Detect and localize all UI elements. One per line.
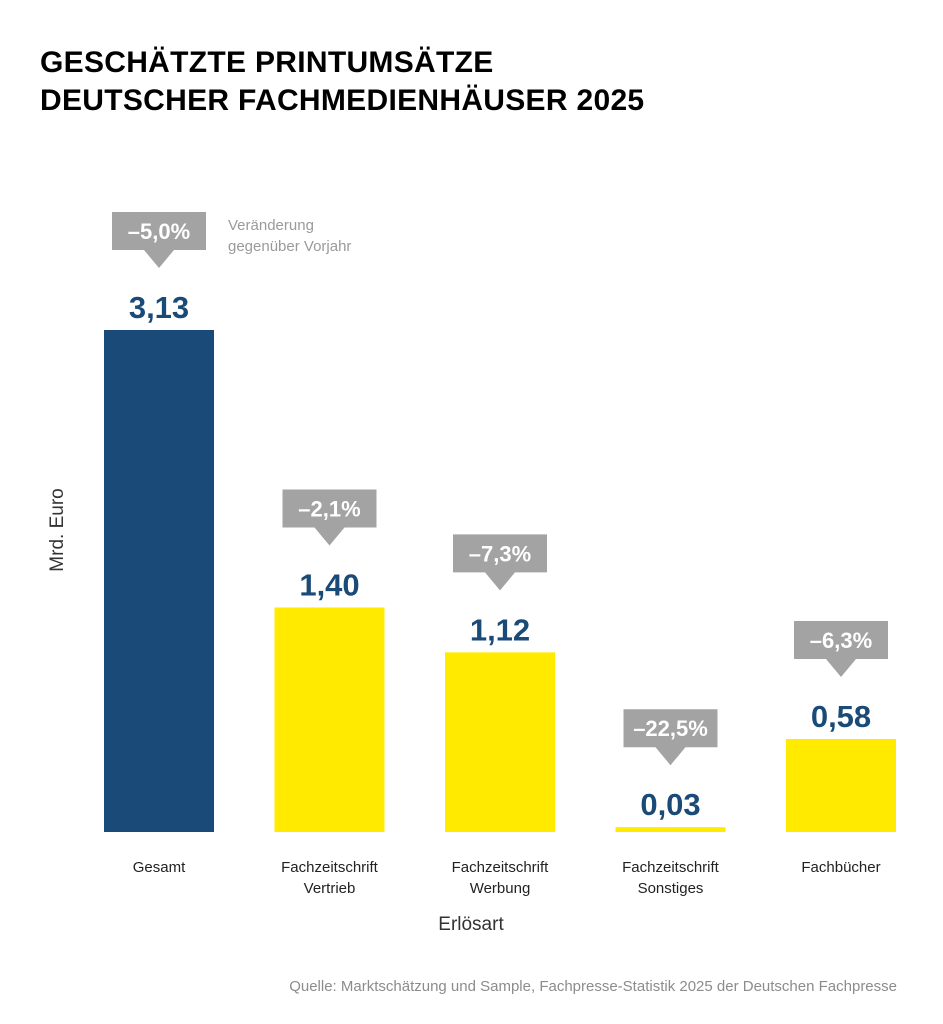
value-label-2: 1,40: [299, 567, 359, 602]
value-label-1: 3,13: [129, 290, 189, 325]
category-label-2-line-2: Vertrieb: [304, 880, 356, 897]
change-legend-note: Veränderung gegenüber Vorjahr: [228, 217, 351, 255]
chart-title-line-2: DEUTSCHER FACHMEDIENHÄUSER 2025: [40, 84, 645, 117]
bar-1: [104, 330, 214, 832]
change-badge-5: [794, 620, 888, 677]
category-label-3-line-2: Werbung: [470, 880, 531, 897]
change-badge-4: [623, 709, 718, 766]
legend-note-line-2: gegenüber Vorjahr: [228, 238, 351, 255]
value-label-5: 0,58: [811, 699, 871, 734]
bar-3: [445, 652, 555, 832]
category-label-5-line-1: Fachbücher: [801, 859, 880, 876]
bar-4: [615, 827, 726, 832]
category-label-4-line-1: Fachzeitschrift: [622, 859, 720, 876]
bar-2: [274, 607, 385, 832]
change-label-2: –2,1%: [298, 496, 360, 521]
value-label-3: 1,12: [470, 612, 530, 647]
change-label-1: –5,0%: [128, 219, 190, 244]
change-badge-1: [112, 212, 206, 268]
bars-group: 3,13 –5,0% Gesamt 1,40 –2,1% Fachzeitschrift V…: [104, 212, 896, 897]
change-label-4: –22,5%: [633, 716, 708, 741]
category-label-2-line-1: Fachzeitschrift: [281, 859, 379, 876]
change-badge-3: [453, 534, 547, 591]
source-note: Quelle: Marktschätzung und Sample, Fachp…: [289, 978, 897, 995]
bar-5: [786, 738, 896, 832]
chart-title-line-1: GESCHÄTZTE PRINTUMSÄTZE: [40, 46, 494, 79]
chart-title: GESCHÄTZTE PRINTUMSÄTZE DEUTSCHER FACHME…: [40, 44, 644, 120]
legend-note-line-1: Veränderung: [228, 217, 314, 234]
value-label-4: 0,03: [640, 787, 700, 822]
x-axis-label: Erlösart: [438, 914, 504, 935]
category-label-3-line-1: Fachzeitschrift: [452, 859, 550, 876]
change-label-5: –6,3%: [810, 628, 872, 653]
category-label-4-line-2: Sonstiges: [638, 880, 704, 897]
change-label-3: –7,3%: [469, 541, 531, 566]
category-label-1-line-1: Gesamt: [133, 859, 186, 876]
change-badge-2: [282, 489, 377, 546]
y-axis-label: Mrd. Euro: [47, 488, 68, 571]
